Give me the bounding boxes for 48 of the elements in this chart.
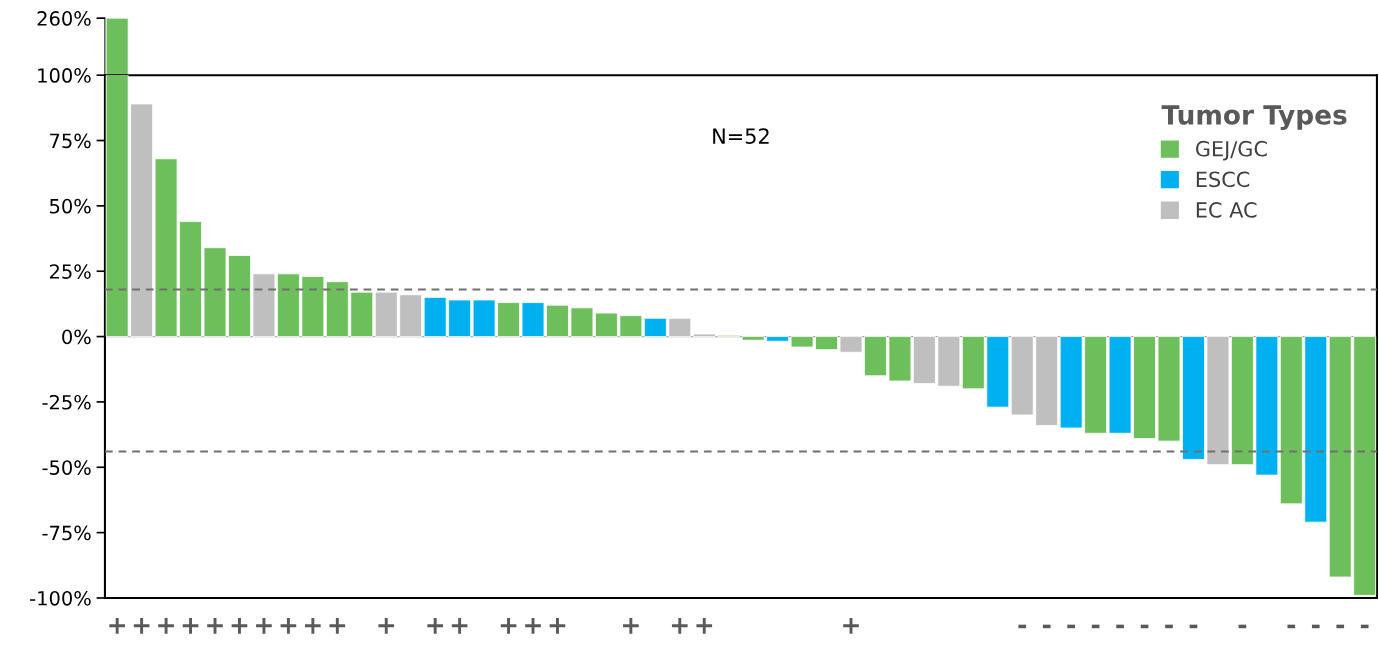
x-tick-label: + xyxy=(500,617,517,634)
x-tick-label: - xyxy=(1287,624,1296,629)
x-tick-label: - xyxy=(1140,624,1149,629)
x-tick-label: + xyxy=(696,617,713,634)
y-tick-label: -100% xyxy=(30,590,91,606)
x-tick-label: + xyxy=(549,617,566,634)
x-tick-label: + xyxy=(133,617,150,634)
y-tick-label: 75% xyxy=(50,133,91,149)
x-tick-label: - xyxy=(1336,624,1345,629)
x-tick-label: + xyxy=(378,617,395,634)
annotation: N=52 xyxy=(713,128,769,144)
x-tick-label: + xyxy=(451,617,468,634)
legend-label: ESCC xyxy=(1196,171,1250,188)
x-tick-label: - xyxy=(1116,624,1124,629)
x-tick-label: - xyxy=(1042,624,1051,629)
y-tick-label: -25% xyxy=(42,394,91,410)
y-tick-label: 0% xyxy=(62,329,91,345)
x-tick-label: + xyxy=(305,617,321,634)
y-tick-label: 25% xyxy=(49,264,91,279)
x-tick-label: + xyxy=(280,617,297,634)
x-tick-label: - xyxy=(1067,624,1075,629)
y-tick-label: 260% xyxy=(37,11,91,26)
x-tick-label: - xyxy=(1360,624,1369,629)
x-tick-label: + xyxy=(231,617,248,634)
x-tick-label: - xyxy=(1189,624,1198,629)
x-tick-label: + xyxy=(427,617,443,634)
x-tick-label: + xyxy=(207,617,223,634)
x-tick-label: + xyxy=(525,617,541,634)
x-tick-label: + xyxy=(623,617,639,634)
x-tick-label: + xyxy=(671,617,688,634)
x-tick-label: - xyxy=(1018,624,1027,629)
x-tick-label: + xyxy=(109,617,125,634)
x-tick-label: + xyxy=(843,617,859,634)
y-tick-label: -75% xyxy=(42,525,91,541)
x-tick-label: + xyxy=(158,617,174,634)
x-tick-label: + xyxy=(329,617,346,634)
x-tick-label: - xyxy=(1238,624,1247,629)
y-tick-label: -50% xyxy=(42,460,91,475)
legend-label: GEJ/GC xyxy=(1195,140,1267,161)
x-tick-label: - xyxy=(1165,624,1173,629)
legend-label: EC AC xyxy=(1196,202,1257,218)
x-tick-label: + xyxy=(256,617,272,634)
y-tick-label: 100% xyxy=(38,68,91,83)
x-tick-label: - xyxy=(1311,624,1320,629)
y-tick-label: 50% xyxy=(50,198,91,214)
x-tick-label: - xyxy=(1091,624,1100,629)
x-tick-label: + xyxy=(182,617,199,634)
legend-title: Tumor Types xyxy=(1161,105,1347,131)
